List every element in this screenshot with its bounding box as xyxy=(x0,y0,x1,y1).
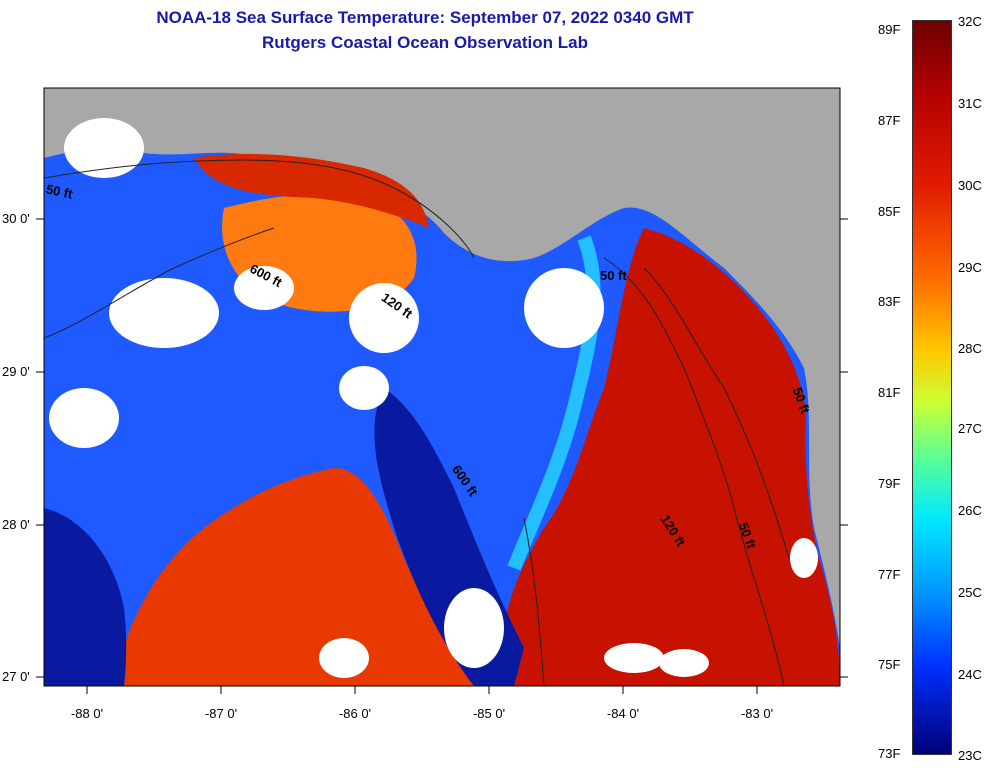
colorbar-f-87: 87F xyxy=(878,113,901,128)
cloud-patches xyxy=(49,118,818,678)
warm-water-southwest xyxy=(114,468,504,686)
colorbar-c-27: 27C xyxy=(958,421,982,436)
warm-water-east xyxy=(501,228,840,686)
cold-water-west xyxy=(44,508,127,686)
colorbar-f-79: 79F xyxy=(878,476,901,491)
lat-label-27: 27 0' xyxy=(2,669,30,684)
colorbar-c-28: 28C xyxy=(958,341,982,356)
lon-label-88: -88 0' xyxy=(70,706,104,721)
lon-label-86: -86 0' xyxy=(338,706,372,721)
colorbar-c-31: 31C xyxy=(958,96,982,111)
lon-label-87: -87 0' xyxy=(204,706,238,721)
sst-map-image xyxy=(44,118,840,686)
colorbar-f-75: 75F xyxy=(878,657,901,672)
colorbar-f-77: 77F xyxy=(878,567,901,582)
lon-label-85: -85 0' xyxy=(472,706,506,721)
title-line-1: NOAA-18 Sea Surface Temperature: Septemb… xyxy=(156,8,694,27)
title-line-2: Rutgers Coastal Ocean Observation Lab xyxy=(262,33,588,52)
lat-label-28: 28 0' xyxy=(2,517,30,532)
lat-label-30: 30 0' xyxy=(2,211,30,226)
contour-label-50ft-bigbend: 50 ft xyxy=(600,268,627,283)
lon-label-84: -84 0' xyxy=(606,706,640,721)
colorbar-f-73: 73F xyxy=(878,746,901,761)
colorbar-c-26: 26C xyxy=(958,503,982,518)
colorbar-f-85: 85F xyxy=(878,204,901,219)
sst-map: 50 ft 600 ft 120 ft 50 ft 600 ft 120 ft … xyxy=(44,88,840,686)
lat-label-29: 29 0' xyxy=(2,364,30,379)
colorbar-c-24: 24C xyxy=(958,667,982,682)
depth-contours xyxy=(44,159,790,686)
colorbar-f-83: 83F xyxy=(878,294,901,309)
colorbar-c-32: 32C xyxy=(958,14,982,29)
colorbar-c-30: 30C xyxy=(958,178,982,193)
colorbar-f-81: 81F xyxy=(878,385,901,400)
colorbar xyxy=(912,20,952,755)
colorbar-c-29: 29C xyxy=(958,260,982,275)
colorbar-f-89: 89F xyxy=(878,22,901,37)
warm-patch-north xyxy=(194,153,429,228)
colorbar-c-25: 25C xyxy=(958,585,982,600)
colorbar-c-23: 23C xyxy=(958,748,982,763)
lon-label-83: -83 0' xyxy=(740,706,774,721)
